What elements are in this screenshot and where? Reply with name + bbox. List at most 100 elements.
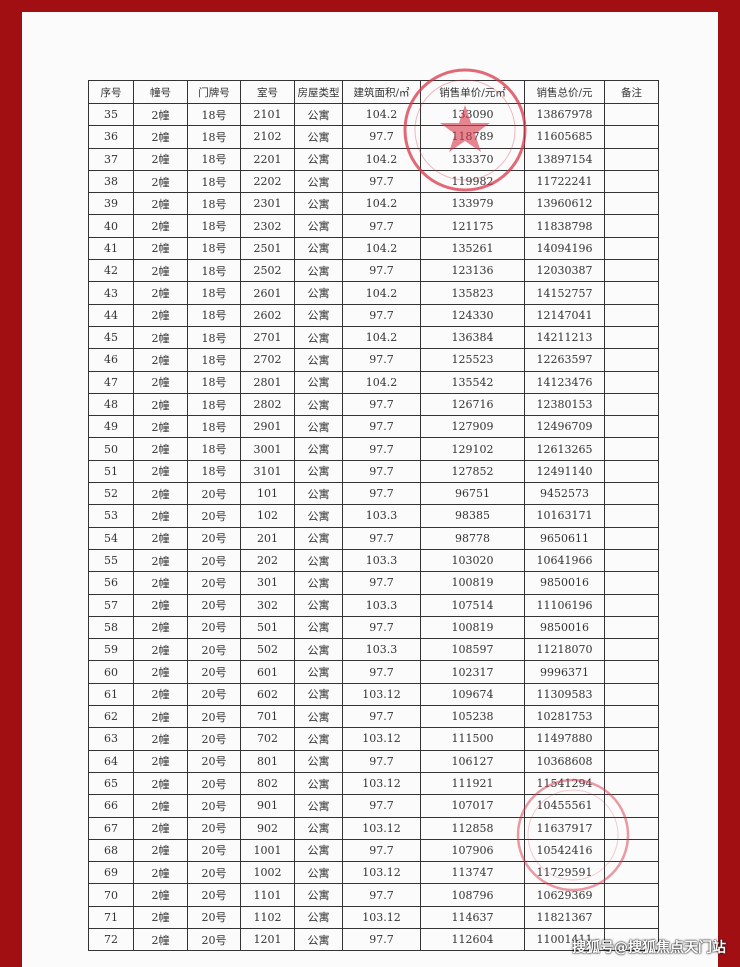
cell-col-total-price: 11605685 <box>524 125 605 149</box>
cell-col-building: 2幢 <box>133 883 188 907</box>
cell-col-index: 55 <box>88 548 134 573</box>
cell-col-door-number: 18号 <box>187 437 241 461</box>
cell-col-door-number: 20号 <box>187 749 241 773</box>
cell-col-index: 60 <box>88 660 134 684</box>
cell-col-total-price: 11722241 <box>524 169 605 194</box>
cell-col-remarks <box>604 370 659 394</box>
cell-col-index: 48 <box>88 392 134 417</box>
cell-col-area: 103.12 <box>342 727 421 751</box>
cell-col-area: 97.7 <box>342 571 421 595</box>
cell-col-room: 2101 <box>240 102 295 127</box>
cell-col-index: 36 <box>88 125 134 149</box>
cell-col-index: 46 <box>88 348 134 372</box>
cell-col-remarks <box>604 771 659 796</box>
cell-col-area: 97.7 <box>342 794 421 818</box>
price-table: 序号 幢号 门牌号 室号 房屋类型 建筑面积/㎡ 销售单价/元㎡ 销售总价/元 备注 35 2幢 1… <box>88 80 659 952</box>
cell-col-building: 2幢 <box>133 548 188 573</box>
cell-col-unit-price: 107514 <box>420 593 525 617</box>
cell-col-remarks <box>604 749 659 773</box>
cell-col-remarks <box>604 883 659 907</box>
table-row: 49 2幢 18号 2901 公寓 97.7 127909 12496709 <box>88 415 659 439</box>
cell-col-remarks <box>604 348 659 372</box>
cell-col-index: 71 <box>88 905 134 929</box>
cell-col-building: 2幢 <box>133 325 188 350</box>
cell-col-building: 2幢 <box>133 593 188 617</box>
cell-col-door-number: 18号 <box>187 370 241 394</box>
cell-col-index: 67 <box>88 816 134 840</box>
cell-col-door-number: 18号 <box>187 259 241 283</box>
cell-col-room: 702 <box>240 727 295 751</box>
cell-col-index: 41 <box>88 236 134 261</box>
cell-col-type: 公寓 <box>294 459 343 484</box>
table-row: 62 2幢 20号 701 公寓 97.7 105238 10281753 <box>88 705 659 729</box>
cell-col-unit-price: 119982 <box>420 169 525 194</box>
cell-col-door-number: 18号 <box>187 415 241 439</box>
table-row: 48 2幢 18号 2802 公寓 97.7 126716 12380153 <box>88 392 659 417</box>
cell-col-remarks <box>604 236 659 261</box>
cell-col-door-number: 20号 <box>187 861 241 885</box>
cell-col-door-number: 18号 <box>187 236 241 261</box>
table-row: 71 2幢 20号 1102 公寓 103.12 114637 11821367 <box>88 905 659 929</box>
cell-col-remarks <box>604 905 659 929</box>
cell-col-remarks <box>604 459 659 484</box>
cell-col-index: 68 <box>88 838 134 863</box>
cell-col-unit-price: 103020 <box>420 548 525 573</box>
table-row: 61 2幢 20号 602 公寓 103.12 109674 11309583 <box>88 682 659 707</box>
cell-col-remarks <box>604 504 659 528</box>
cell-col-index: 54 <box>88 526 134 550</box>
cell-col-unit-price: 133370 <box>420 147 525 171</box>
cell-col-remarks <box>604 303 659 327</box>
cell-col-total-price: 13960612 <box>524 192 605 216</box>
cell-col-index: 58 <box>88 615 134 640</box>
cell-col-remarks <box>604 482 659 506</box>
cell-col-type: 公寓 <box>294 192 343 216</box>
cell-col-building: 2幢 <box>133 259 188 283</box>
cell-col-room: 2701 <box>240 325 295 350</box>
table-row: 59 2幢 20号 502 公寓 103.3 108597 11218070 <box>88 638 659 662</box>
cell-col-index: 53 <box>88 504 134 528</box>
table-row: 54 2幢 20号 201 公寓 97.7 98778 9650611 <box>88 526 659 550</box>
cell-col-remarks <box>604 593 659 617</box>
cell-col-index: 50 <box>88 437 134 461</box>
cell-col-type: 公寓 <box>294 883 343 907</box>
cell-col-remarks <box>604 794 659 818</box>
cell-col-index: 38 <box>88 169 134 194</box>
table-row: 56 2幢 20号 301 公寓 97.7 100819 9850016 <box>88 571 659 595</box>
cell-col-total-price: 9452573 <box>524 482 605 506</box>
cell-col-type: 公寓 <box>294 392 343 417</box>
cell-col-type: 公寓 <box>294 905 343 929</box>
cell-col-total-price: 11001411 <box>524 927 605 952</box>
table-row: 40 2幢 18号 2302 公寓 97.7 121175 11838798 <box>88 214 659 238</box>
cell-col-unit-price: 112858 <box>420 816 525 840</box>
cell-col-building: 2幢 <box>133 214 188 238</box>
cell-col-building: 2幢 <box>133 571 188 595</box>
cell-col-type: 公寓 <box>294 482 343 506</box>
cell-col-building: 2幢 <box>133 615 188 640</box>
cell-col-building: 2幢 <box>133 927 188 952</box>
cell-col-unit-price: 124330 <box>420 303 525 327</box>
cell-col-door-number: 20号 <box>187 927 241 952</box>
table-row: 50 2幢 18号 3001 公寓 97.7 129102 12613265 <box>88 437 659 461</box>
cell-col-building: 2幢 <box>133 169 188 194</box>
cell-col-building: 2幢 <box>133 771 188 796</box>
cell-col-index: 39 <box>88 192 134 216</box>
table-row: 57 2幢 20号 302 公寓 103.3 107514 11106196 <box>88 593 659 617</box>
cell-col-room: 502 <box>240 638 295 662</box>
cell-col-unit-price: 114637 <box>420 905 525 929</box>
cell-col-index: 72 <box>88 927 134 952</box>
cell-col-door-number: 18号 <box>187 169 241 194</box>
cell-col-area: 103.3 <box>342 548 421 573</box>
cell-col-door-number: 20号 <box>187 482 241 506</box>
cell-col-room: 302 <box>240 593 295 617</box>
cell-col-remarks <box>604 682 659 707</box>
cell-col-remarks <box>604 102 659 127</box>
cell-col-door-number: 18号 <box>187 281 241 305</box>
cell-col-total-price: 13867978 <box>524 102 605 127</box>
cell-col-room: 2802 <box>240 392 295 417</box>
cell-col-type: 公寓 <box>294 281 343 305</box>
cell-col-door-number: 20号 <box>187 705 241 729</box>
cell-col-area: 97.7 <box>342 482 421 506</box>
cell-col-total-price: 12147041 <box>524 303 605 327</box>
cell-col-door-number: 20号 <box>187 794 241 818</box>
cell-col-room: 1201 <box>240 927 295 952</box>
